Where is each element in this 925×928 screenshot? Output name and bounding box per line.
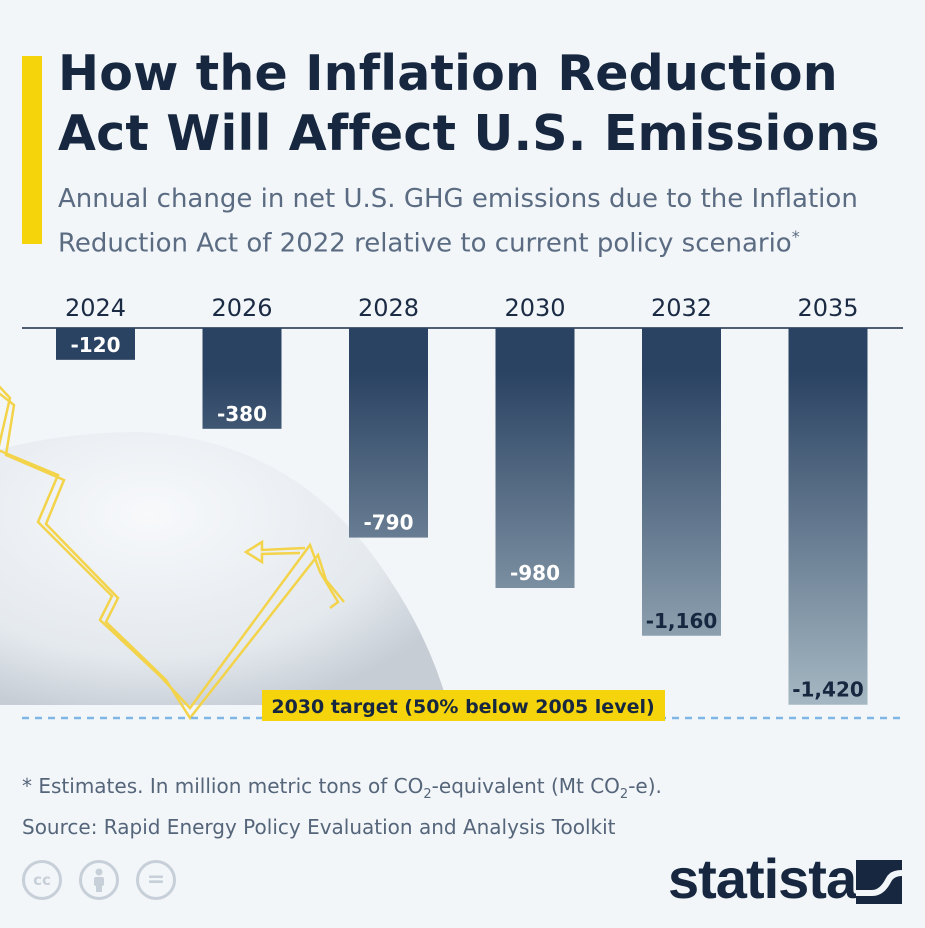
bar-value-label: -380 bbox=[217, 402, 267, 426]
target-label: 2030 target (50% below 2005 level) bbox=[271, 696, 654, 718]
source-note: Source: Rapid Energy Policy Evaluation a… bbox=[22, 815, 616, 839]
bar bbox=[788, 328, 868, 705]
bar bbox=[642, 328, 721, 636]
nd-icon-text: = bbox=[146, 867, 166, 892]
arrow-illustration bbox=[0, 385, 345, 721]
note-suffix: -e). bbox=[628, 774, 662, 798]
category-label: 2026 bbox=[211, 294, 272, 322]
logo-text: statista bbox=[668, 847, 857, 910]
subtitle: Annual change in net U.S. GHG emissions … bbox=[58, 180, 918, 263]
note-subscript-2: 2 bbox=[619, 787, 629, 802]
subtitle-asterisk: * bbox=[791, 227, 800, 246]
category-label: 2035 bbox=[797, 294, 858, 322]
bar-chart: 2030 target (50% below 2005 level) 2024 -… bbox=[0, 280, 925, 740]
globe-illustration bbox=[0, 432, 448, 705]
category-label: 2028 bbox=[358, 294, 419, 322]
note-subscript-1: 2 bbox=[423, 787, 432, 802]
bars-group: 2024 -120 2026 -380 2028 -790 2030 -980 2032 -1,1… bbox=[56, 294, 868, 705]
accent-bar bbox=[22, 56, 42, 244]
note-middle: -equivalent (Mt CO bbox=[431, 774, 620, 798]
subtitle-text: Annual change in net U.S. GHG emissions … bbox=[58, 184, 858, 259]
chart-svg: 2030 target (50% below 2005 level) 2024 -… bbox=[0, 294, 903, 721]
category-label: 2032 bbox=[651, 294, 712, 322]
bar bbox=[202, 328, 282, 429]
category-label: 2030 bbox=[504, 294, 565, 322]
bar-value-label: -980 bbox=[510, 561, 560, 585]
bar bbox=[495, 328, 575, 588]
note-prefix: * Estimates. In million metric tons of C… bbox=[22, 774, 424, 798]
nd-icon[interactable]: = bbox=[136, 860, 176, 900]
cc-icon[interactable]: cc bbox=[22, 860, 62, 900]
bar-value-label: -120 bbox=[70, 333, 120, 357]
person-icon bbox=[94, 868, 104, 892]
target-label-background bbox=[262, 690, 665, 721]
bar bbox=[349, 328, 428, 538]
bar bbox=[56, 328, 135, 360]
logo-mark-icon bbox=[856, 860, 902, 904]
footnote: * Estimates. In million metric tons of C… bbox=[22, 770, 822, 844]
page-title: How the Inflation Reduction Act Will Aff… bbox=[58, 45, 880, 162]
by-icon[interactable] bbox=[79, 860, 119, 900]
estimate-note: * Estimates. In million metric tons of C… bbox=[22, 770, 822, 811]
bar-value-label: -790 bbox=[363, 511, 413, 535]
cc-icon-text: cc bbox=[33, 871, 51, 889]
category-label: 2024 bbox=[65, 294, 126, 322]
statista-logo[interactable]: statista bbox=[668, 846, 908, 916]
bar-value-label: -1,420 bbox=[792, 678, 864, 702]
bar-value-label: -1,160 bbox=[646, 609, 718, 633]
